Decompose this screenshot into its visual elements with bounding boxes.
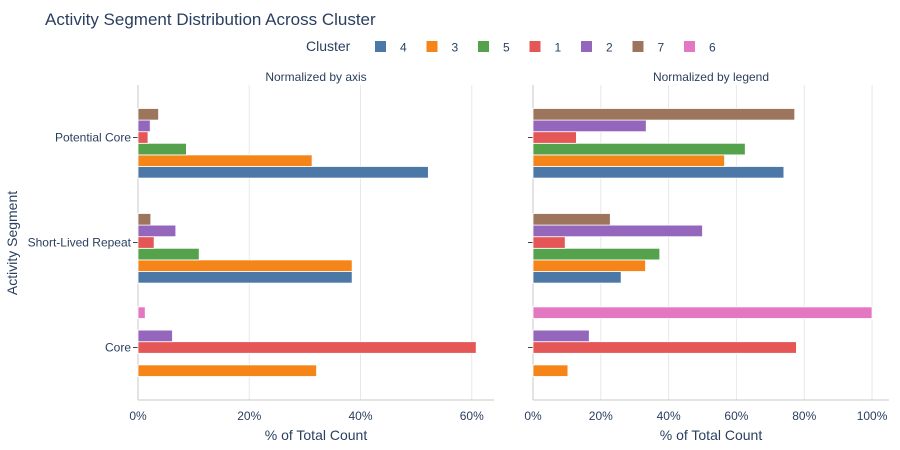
bar-cluster-5-potential-core[interactable] (532, 142, 746, 156)
bar-cluster-7-short-lived-repeat[interactable] (532, 213, 611, 226)
y-tick-label: Core (105, 341, 131, 355)
bar-cluster-4-potential-core[interactable] (532, 166, 785, 179)
bar-cluster-1-potential-core[interactable] (532, 131, 577, 144)
panel-2: Normalized by legend 0% 20% 40% 60% 80% 100% % … (524, 70, 889, 443)
bar-cluster-5-short-lived-repeat[interactable] (532, 247, 661, 261)
x-tick-label: 0% (129, 409, 147, 423)
bar-cluster-2-short-lived-repeat[interactable] (532, 224, 703, 238)
legend-label-4[interactable]: 4 (400, 41, 407, 55)
bar-cluster-2-core[interactable] (532, 329, 590, 343)
legend-swatch-5[interactable] (478, 41, 489, 52)
x-tick-label: 20% (589, 409, 613, 423)
bar-cluster-7-short-lived-repeat[interactable] (137, 213, 152, 226)
bar-cluster-7-potential-core[interactable] (532, 108, 796, 121)
panel-2-x-axis-title: % of Total Count (660, 427, 763, 443)
bar-cluster-1-potential-core[interactable] (137, 131, 149, 144)
bar-cluster-4-short-lived-repeat[interactable] (137, 271, 353, 284)
y-axis-title: Activity Segment (4, 191, 20, 295)
y-tick-label: Short-Lived Repeat (28, 236, 132, 250)
legend-swatch-6[interactable] (684, 41, 695, 52)
bar-cluster-1-short-lived-repeat[interactable] (137, 236, 155, 249)
legend-swatch-3[interactable] (426, 41, 438, 52)
legend-swatch-2[interactable] (581, 41, 592, 52)
bar-cluster-5-potential-core[interactable] (137, 142, 187, 156)
bar-cluster-3-potential-core[interactable] (532, 154, 725, 167)
panel-2-subtitle: Normalized by legend (653, 70, 769, 84)
bar-cluster-6-core[interactable] (137, 306, 146, 319)
panel-1: Normalized by axis 0% 20% 40% 60% Potential C… (28, 70, 494, 443)
x-tick-label: 80% (792, 409, 816, 423)
panel-1-x-axis-title: % of Total Count (265, 427, 368, 443)
bar-cluster-7-potential-core[interactable] (137, 108, 159, 121)
bar-cluster-2-core[interactable] (137, 329, 173, 343)
bar-cluster-3-core[interactable] (137, 364, 317, 377)
x-tick-label: 100% (857, 409, 888, 423)
x-tick-label: 0% (524, 409, 542, 423)
x-tick-label: 20% (237, 409, 261, 423)
bar-cluster-2-potential-core[interactable] (532, 119, 647, 133)
bar-cluster-3-short-lived-repeat[interactable] (137, 259, 353, 272)
x-tick-label: 60% (724, 409, 748, 423)
bar-cluster-3-potential-core[interactable] (137, 154, 313, 167)
bar-cluster-2-short-lived-repeat[interactable] (137, 224, 177, 238)
legend-label-2[interactable]: 2 (606, 41, 613, 55)
bar-cluster-1-core[interactable] (532, 341, 797, 354)
y-tick-label: Potential Core (55, 131, 131, 145)
bar-cluster-6-core[interactable] (532, 306, 873, 319)
legend-title: Cluster (306, 38, 351, 54)
legend-swatch-4[interactable] (375, 41, 386, 52)
bar-cluster-5-short-lived-repeat[interactable] (137, 247, 200, 261)
legend-label-7[interactable]: 7 (658, 41, 665, 55)
bar-cluster-1-short-lived-repeat[interactable] (532, 236, 566, 249)
legend-label-3[interactable]: 3 (452, 41, 459, 55)
x-tick-label: 40% (348, 409, 372, 423)
bar-cluster-2-potential-core[interactable] (137, 119, 151, 133)
legend: Cluster 4 3 5 1 2 7 6 (306, 38, 716, 55)
chart-title: Activity Segment Distribution Across Clu… (45, 10, 376, 29)
x-tick-label: 60% (460, 409, 484, 423)
bar-cluster-3-short-lived-repeat[interactable] (532, 259, 646, 272)
legend-swatch-7[interactable] (632, 41, 644, 52)
legend-swatch-1[interactable] (529, 41, 541, 52)
bar-cluster-3-core[interactable] (532, 364, 569, 377)
bar-cluster-1-core[interactable] (137, 341, 477, 354)
bar-cluster-4-potential-core[interactable] (137, 166, 429, 179)
x-tick-label: 40% (657, 409, 681, 423)
legend-label-6[interactable]: 6 (709, 41, 716, 55)
legend-label-1[interactable]: 1 (555, 41, 562, 55)
panel-1-subtitle: Normalized by axis (265, 70, 366, 84)
bar-cluster-4-short-lived-repeat[interactable] (532, 271, 622, 284)
panels: Normalized by axis 0% 20% 40% 60% Potential C… (28, 70, 889, 443)
legend-label-5[interactable]: 5 (503, 41, 510, 55)
